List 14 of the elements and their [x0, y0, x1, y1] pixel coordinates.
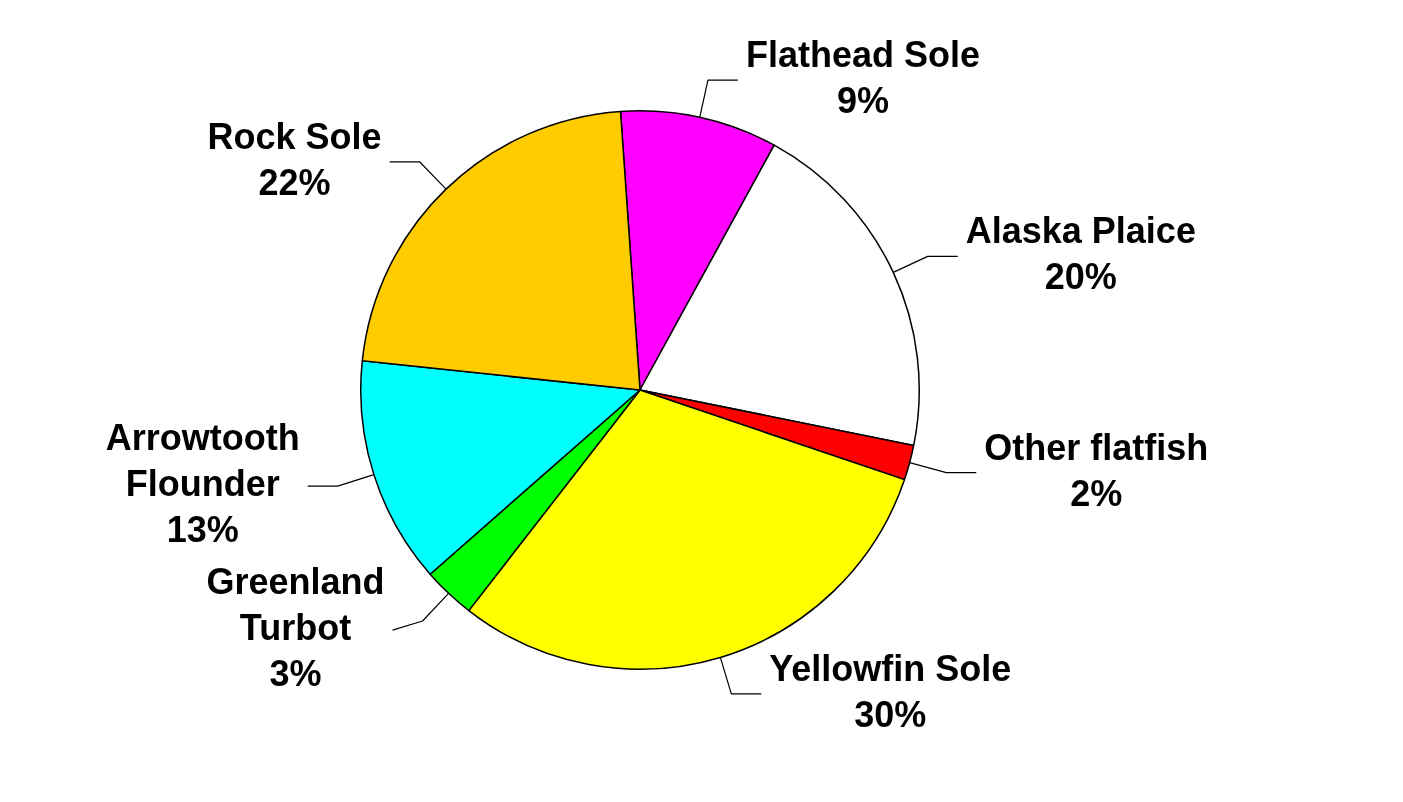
slice-label: Other flatfish [984, 426, 1209, 468]
slice-label: Rock Sole [207, 115, 382, 157]
slice-label: Arrowtooth Flounder [105, 417, 300, 505]
data-label: 2% [1070, 472, 1123, 514]
slice-label: Yellowfin Sole [769, 647, 1012, 689]
slice-label: Alaska Plaice [965, 210, 1196, 252]
data-label: 9% [836, 80, 889, 122]
data-label: 20% [1044, 256, 1117, 298]
slice-label: Flathead Sole [745, 34, 980, 76]
data-label: 3% [269, 653, 322, 695]
slice-label: Greenland Turbot [206, 561, 385, 649]
data-label: 22% [258, 161, 331, 203]
data-label: 13% [166, 509, 239, 551]
data-label: 30% [854, 693, 927, 735]
